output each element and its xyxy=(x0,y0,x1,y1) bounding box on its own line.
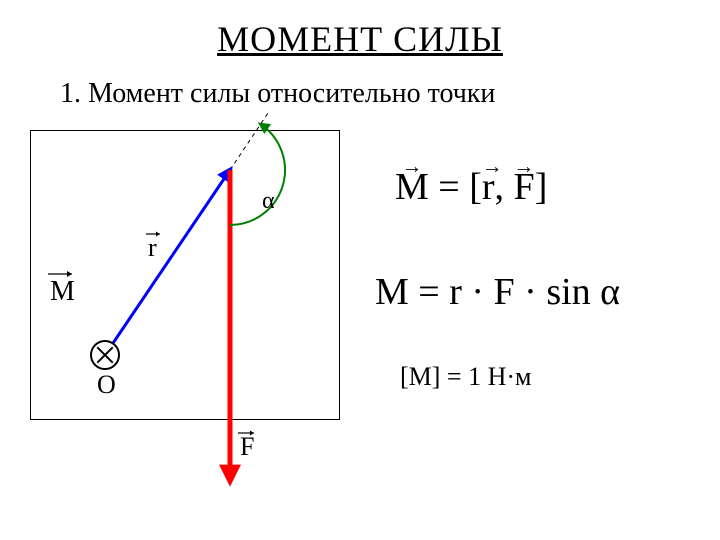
formula-magnitude: M = r · F · sin α xyxy=(375,270,620,314)
eq-open: = [ xyxy=(429,166,482,208)
eq-close: ] xyxy=(535,166,548,208)
label-F: F xyxy=(240,432,254,461)
symbol-r-vec: r xyxy=(482,165,495,209)
formula-cross-product: M = [r, F] xyxy=(395,165,547,209)
angle-label-alpha: α xyxy=(262,188,275,214)
vector-r xyxy=(105,170,230,355)
label-r-arrowhead xyxy=(156,232,160,237)
r-extension-dashed xyxy=(230,110,270,170)
unit-definition: [M] = 1 Н·м xyxy=(400,362,532,392)
page-root: { "title": "МОМЕНТ СИЛЫ", "subtitle": "1… xyxy=(0,0,720,540)
symbol-M-vec: M xyxy=(395,165,429,209)
label-M: M xyxy=(50,276,75,307)
origin-label-O: O xyxy=(97,370,116,399)
label-r: r xyxy=(148,233,157,262)
symbol-F-vec: F xyxy=(514,165,535,209)
angle-arc xyxy=(230,124,285,225)
